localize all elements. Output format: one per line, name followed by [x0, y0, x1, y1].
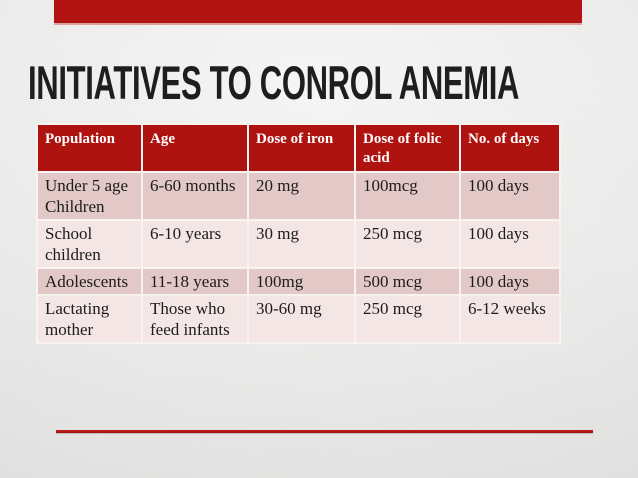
table-cell: 6-60 months — [143, 173, 249, 221]
table-cell: Lactating mother — [38, 296, 143, 342]
table-cell: Adolescents — [38, 269, 143, 296]
table-cell: 30 mg — [249, 221, 356, 269]
table-cell: 100 days — [461, 269, 559, 296]
col-header-dose-of-folic-acid: Dose of folic acid — [356, 125, 461, 173]
bottom-divider-line — [56, 430, 593, 433]
table-row-school-children: School children 6-10 years 30 mg 250 mcg… — [38, 221, 559, 269]
table-cell: 250 mcg — [356, 221, 461, 269]
table-cell: Under 5 age Children — [38, 173, 143, 221]
col-header-population: Population — [38, 125, 143, 173]
anemia-initiatives-table: Population Age Dose of iron Dose of foli… — [36, 123, 561, 344]
table-row-under-5-children: Under 5 age Children 6-60 months 20 mg 1… — [38, 173, 559, 221]
slide-title: INITIATIVES TO CONROL ANEMIA — [28, 56, 520, 109]
col-header-age: Age — [143, 125, 249, 173]
top-accent-bar — [54, 0, 582, 25]
table-body: Under 5 age Children 6-60 months 20 mg 1… — [38, 173, 559, 342]
table-cell: 250 mcg — [356, 296, 461, 342]
table-header: Population Age Dose of iron Dose of foli… — [38, 125, 559, 173]
table-cell: 6-12 weeks — [461, 296, 559, 342]
table-cell: 11-18 years — [143, 269, 249, 296]
col-header-no-of-days: No. of days — [461, 125, 559, 173]
table-cell: 100 days — [461, 173, 559, 221]
table-cell: 100mcg — [356, 173, 461, 221]
table-cell: 100 days — [461, 221, 559, 269]
table-row-lactating-mother: Lactating mother Those who feed infants … — [38, 296, 559, 342]
table-header-row: Population Age Dose of iron Dose of foli… — [38, 125, 559, 173]
table-cell: 6-10 years — [143, 221, 249, 269]
table-cell: 500 mcg — [356, 269, 461, 296]
table-cell: 100mg — [249, 269, 356, 296]
table-cell: 30-60 mg — [249, 296, 356, 342]
col-header-dose-of-iron: Dose of iron — [249, 125, 356, 173]
table-row-adolescents: Adolescents 11-18 years 100mg 500 mcg 10… — [38, 269, 559, 296]
table-cell: School children — [38, 221, 143, 269]
table-cell: 20 mg — [249, 173, 356, 221]
table-cell: Those who feed infants — [143, 296, 249, 342]
